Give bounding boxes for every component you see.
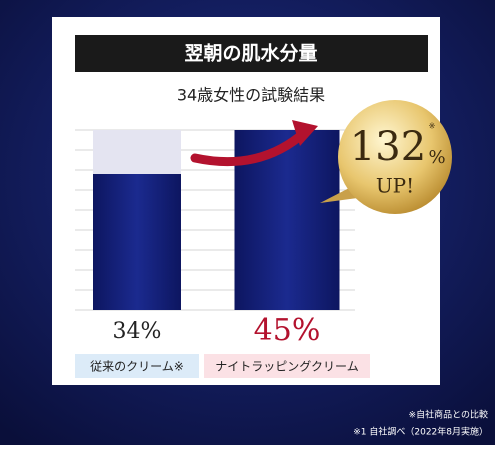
badge-number: 132 xyxy=(350,124,426,170)
badge-circle xyxy=(338,100,452,214)
chart-subtitle: 34歳女性の試験結果 xyxy=(177,86,325,105)
footnote: ※1 自社調べ（2022年8月実施） xyxy=(353,426,488,438)
value-label: 45% xyxy=(254,313,321,348)
title-bar xyxy=(75,35,428,72)
arrow xyxy=(190,127,310,167)
plot: 34% 従来のクリーム※ 45% ナイトラッピングクリーム xyxy=(75,129,370,378)
bar xyxy=(93,174,181,310)
x-tick-label: ナイトラッピングクリーム xyxy=(215,360,358,374)
value-label: 34% xyxy=(113,319,162,344)
category-box xyxy=(75,354,199,378)
category-box xyxy=(204,354,370,378)
badge: 132 % ※ UP! xyxy=(320,100,452,214)
badge-note: ※ xyxy=(429,122,436,131)
chart-title: 翌朝の肌水分量 xyxy=(184,43,317,65)
x-tick-label: 従来のクリーム※ xyxy=(90,360,184,374)
badge-text: UP! xyxy=(376,174,414,198)
badge-unit: % xyxy=(428,147,445,168)
footnote: ※自社商品との比較 xyxy=(409,409,488,421)
arrow-head xyxy=(292,120,318,146)
